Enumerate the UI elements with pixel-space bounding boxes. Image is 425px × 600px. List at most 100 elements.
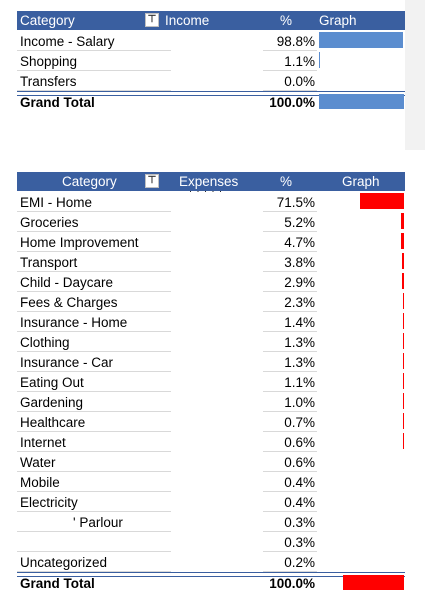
row-percent: 0.6% bbox=[284, 455, 315, 470]
income-header-category: Category bbox=[20, 13, 75, 28]
table-row[interactable]: Uncategorized 0.2% bbox=[17, 552, 405, 572]
row-category: Groceries bbox=[20, 215, 79, 230]
row-category: Fees & Charges bbox=[20, 295, 118, 310]
cell-divider bbox=[263, 51, 317, 71]
cell-divider bbox=[263, 192, 317, 212]
table-row[interactable]: Gardening 1.0% bbox=[17, 392, 405, 412]
cell-divider bbox=[17, 51, 171, 71]
cell-divider bbox=[17, 192, 171, 212]
row-percent: 98.8% bbox=[276, 34, 315, 49]
row-category: Child - Daycare bbox=[20, 275, 114, 290]
table-row[interactable]: Child - Daycare 2.9% bbox=[17, 272, 405, 292]
row-category: Transport bbox=[20, 255, 78, 270]
cell-divider bbox=[263, 372, 317, 392]
table-row[interactable]: Insurance - Home 1.4% bbox=[17, 312, 405, 332]
expense-header-graph: Graph bbox=[342, 174, 380, 189]
cell-divider bbox=[17, 512, 171, 532]
graph-bar bbox=[402, 273, 404, 289]
row-percent: 0.3% bbox=[284, 515, 315, 530]
row-percent: 2.9% bbox=[284, 275, 315, 290]
cell-divider bbox=[263, 31, 317, 51]
graph-bar bbox=[403, 293, 404, 309]
table-row[interactable]: ' Parlour 0.3% bbox=[17, 512, 405, 532]
clipped-expense-value: · · · · · bbox=[189, 186, 223, 196]
row-category: Water bbox=[20, 455, 56, 470]
grand-total-percent: 100.0% bbox=[269, 95, 315, 110]
table-row[interactable]: Healthcare 0.7% bbox=[17, 412, 405, 432]
table-row[interactable]: EMI - Home 71.5% · · · · · bbox=[17, 186, 405, 212]
cell-divider bbox=[17, 392, 171, 412]
table-row[interactable]: Mobile 0.4% bbox=[17, 472, 405, 492]
table-row[interactable]: 0.3% bbox=[17, 532, 405, 552]
cell-divider bbox=[263, 232, 317, 252]
cell-divider bbox=[263, 452, 317, 472]
cell-divider bbox=[17, 232, 171, 252]
graph-bar bbox=[319, 32, 403, 48]
cell-divider bbox=[17, 252, 171, 272]
graph-bar bbox=[401, 233, 404, 249]
graph-bar bbox=[403, 413, 404, 429]
row-percent: 0.3% bbox=[284, 535, 315, 550]
table-row[interactable]: Shopping 1.1% bbox=[17, 51, 405, 71]
filter-icon[interactable]: ⊤ bbox=[145, 13, 159, 27]
row-category: Mobile bbox=[20, 475, 60, 490]
row-category: Transfers bbox=[20, 74, 77, 89]
row-percent: 71.5% bbox=[276, 195, 315, 210]
expense-header-category: Category bbox=[62, 174, 117, 189]
table-row[interactable]: Electricity 0.4% bbox=[17, 492, 405, 512]
cell-divider bbox=[17, 212, 171, 232]
row-category: Internet bbox=[20, 435, 66, 450]
row-percent: 1.4% bbox=[284, 315, 315, 330]
graph-bar bbox=[402, 253, 404, 269]
row-category: Shopping bbox=[20, 54, 78, 69]
table-row[interactable]: Fees & Charges 2.3% bbox=[17, 292, 405, 312]
table-row[interactable]: Water 0.6% bbox=[17, 452, 405, 472]
cell-divider bbox=[263, 552, 317, 572]
cell-divider bbox=[263, 472, 317, 492]
cell-divider bbox=[17, 312, 171, 332]
row-category: Insurance - Home bbox=[20, 315, 128, 330]
income-header-row: Category ⊤ Income % Graph bbox=[17, 11, 405, 30]
row-percent: 4.7% bbox=[284, 235, 315, 250]
cell-divider bbox=[263, 252, 317, 272]
cell-divider bbox=[17, 532, 171, 552]
table-row[interactable]: Insurance - Car 1.3% bbox=[17, 352, 405, 372]
cell-divider bbox=[17, 292, 171, 312]
expense-header-row: Category ⊤ Expenses % Graph bbox=[17, 172, 405, 191]
table-row[interactable]: Clothing 1.3% bbox=[17, 332, 405, 352]
cell-divider bbox=[263, 352, 317, 372]
cell-divider bbox=[17, 472, 171, 492]
cell-divider bbox=[17, 452, 171, 472]
income-header-income: Income bbox=[165, 13, 210, 28]
row-category: Electricity bbox=[20, 495, 78, 510]
graph-bar bbox=[319, 52, 320, 68]
cell-divider bbox=[263, 432, 317, 452]
double-underline bbox=[17, 91, 405, 96]
row-category: Uncategorized bbox=[20, 555, 108, 570]
row-percent: 0.2% bbox=[284, 555, 315, 570]
table-row[interactable]: Transfers 0.0% bbox=[17, 71, 405, 91]
cell-divider bbox=[263, 312, 317, 332]
double-underline bbox=[17, 572, 405, 577]
row-category: Income - Salary bbox=[20, 34, 115, 49]
row-percent: 0.4% bbox=[284, 495, 315, 510]
cell-divider bbox=[17, 71, 171, 91]
grand-total-label: Grand Total bbox=[20, 95, 95, 110]
table-row[interactable]: Internet 0.6% bbox=[17, 432, 405, 452]
cell-divider bbox=[17, 372, 171, 392]
table-row[interactable]: Home Improvement 4.7% bbox=[17, 232, 405, 252]
row-percent: 0.7% bbox=[284, 415, 315, 430]
filter-icon[interactable]: ⊤ bbox=[145, 174, 159, 188]
graph-bar bbox=[403, 333, 404, 349]
row-percent: 3.8% bbox=[284, 255, 315, 270]
grand-total-percent: 100.0% bbox=[269, 576, 315, 591]
graph-bar bbox=[319, 94, 404, 109]
table-row[interactable]: Groceries 5.2% bbox=[17, 212, 405, 232]
table-row[interactable]: Income - Salary 98.8% bbox=[17, 31, 405, 51]
row-percent: 1.0% bbox=[284, 395, 315, 410]
sheet-gray-area bbox=[405, 0, 425, 150]
table-row[interactable]: Eating Out 1.1% bbox=[17, 372, 405, 392]
table-row[interactable]: Transport 3.8% bbox=[17, 252, 405, 272]
graph-bar bbox=[403, 393, 404, 409]
row-percent: 2.3% bbox=[284, 295, 315, 310]
